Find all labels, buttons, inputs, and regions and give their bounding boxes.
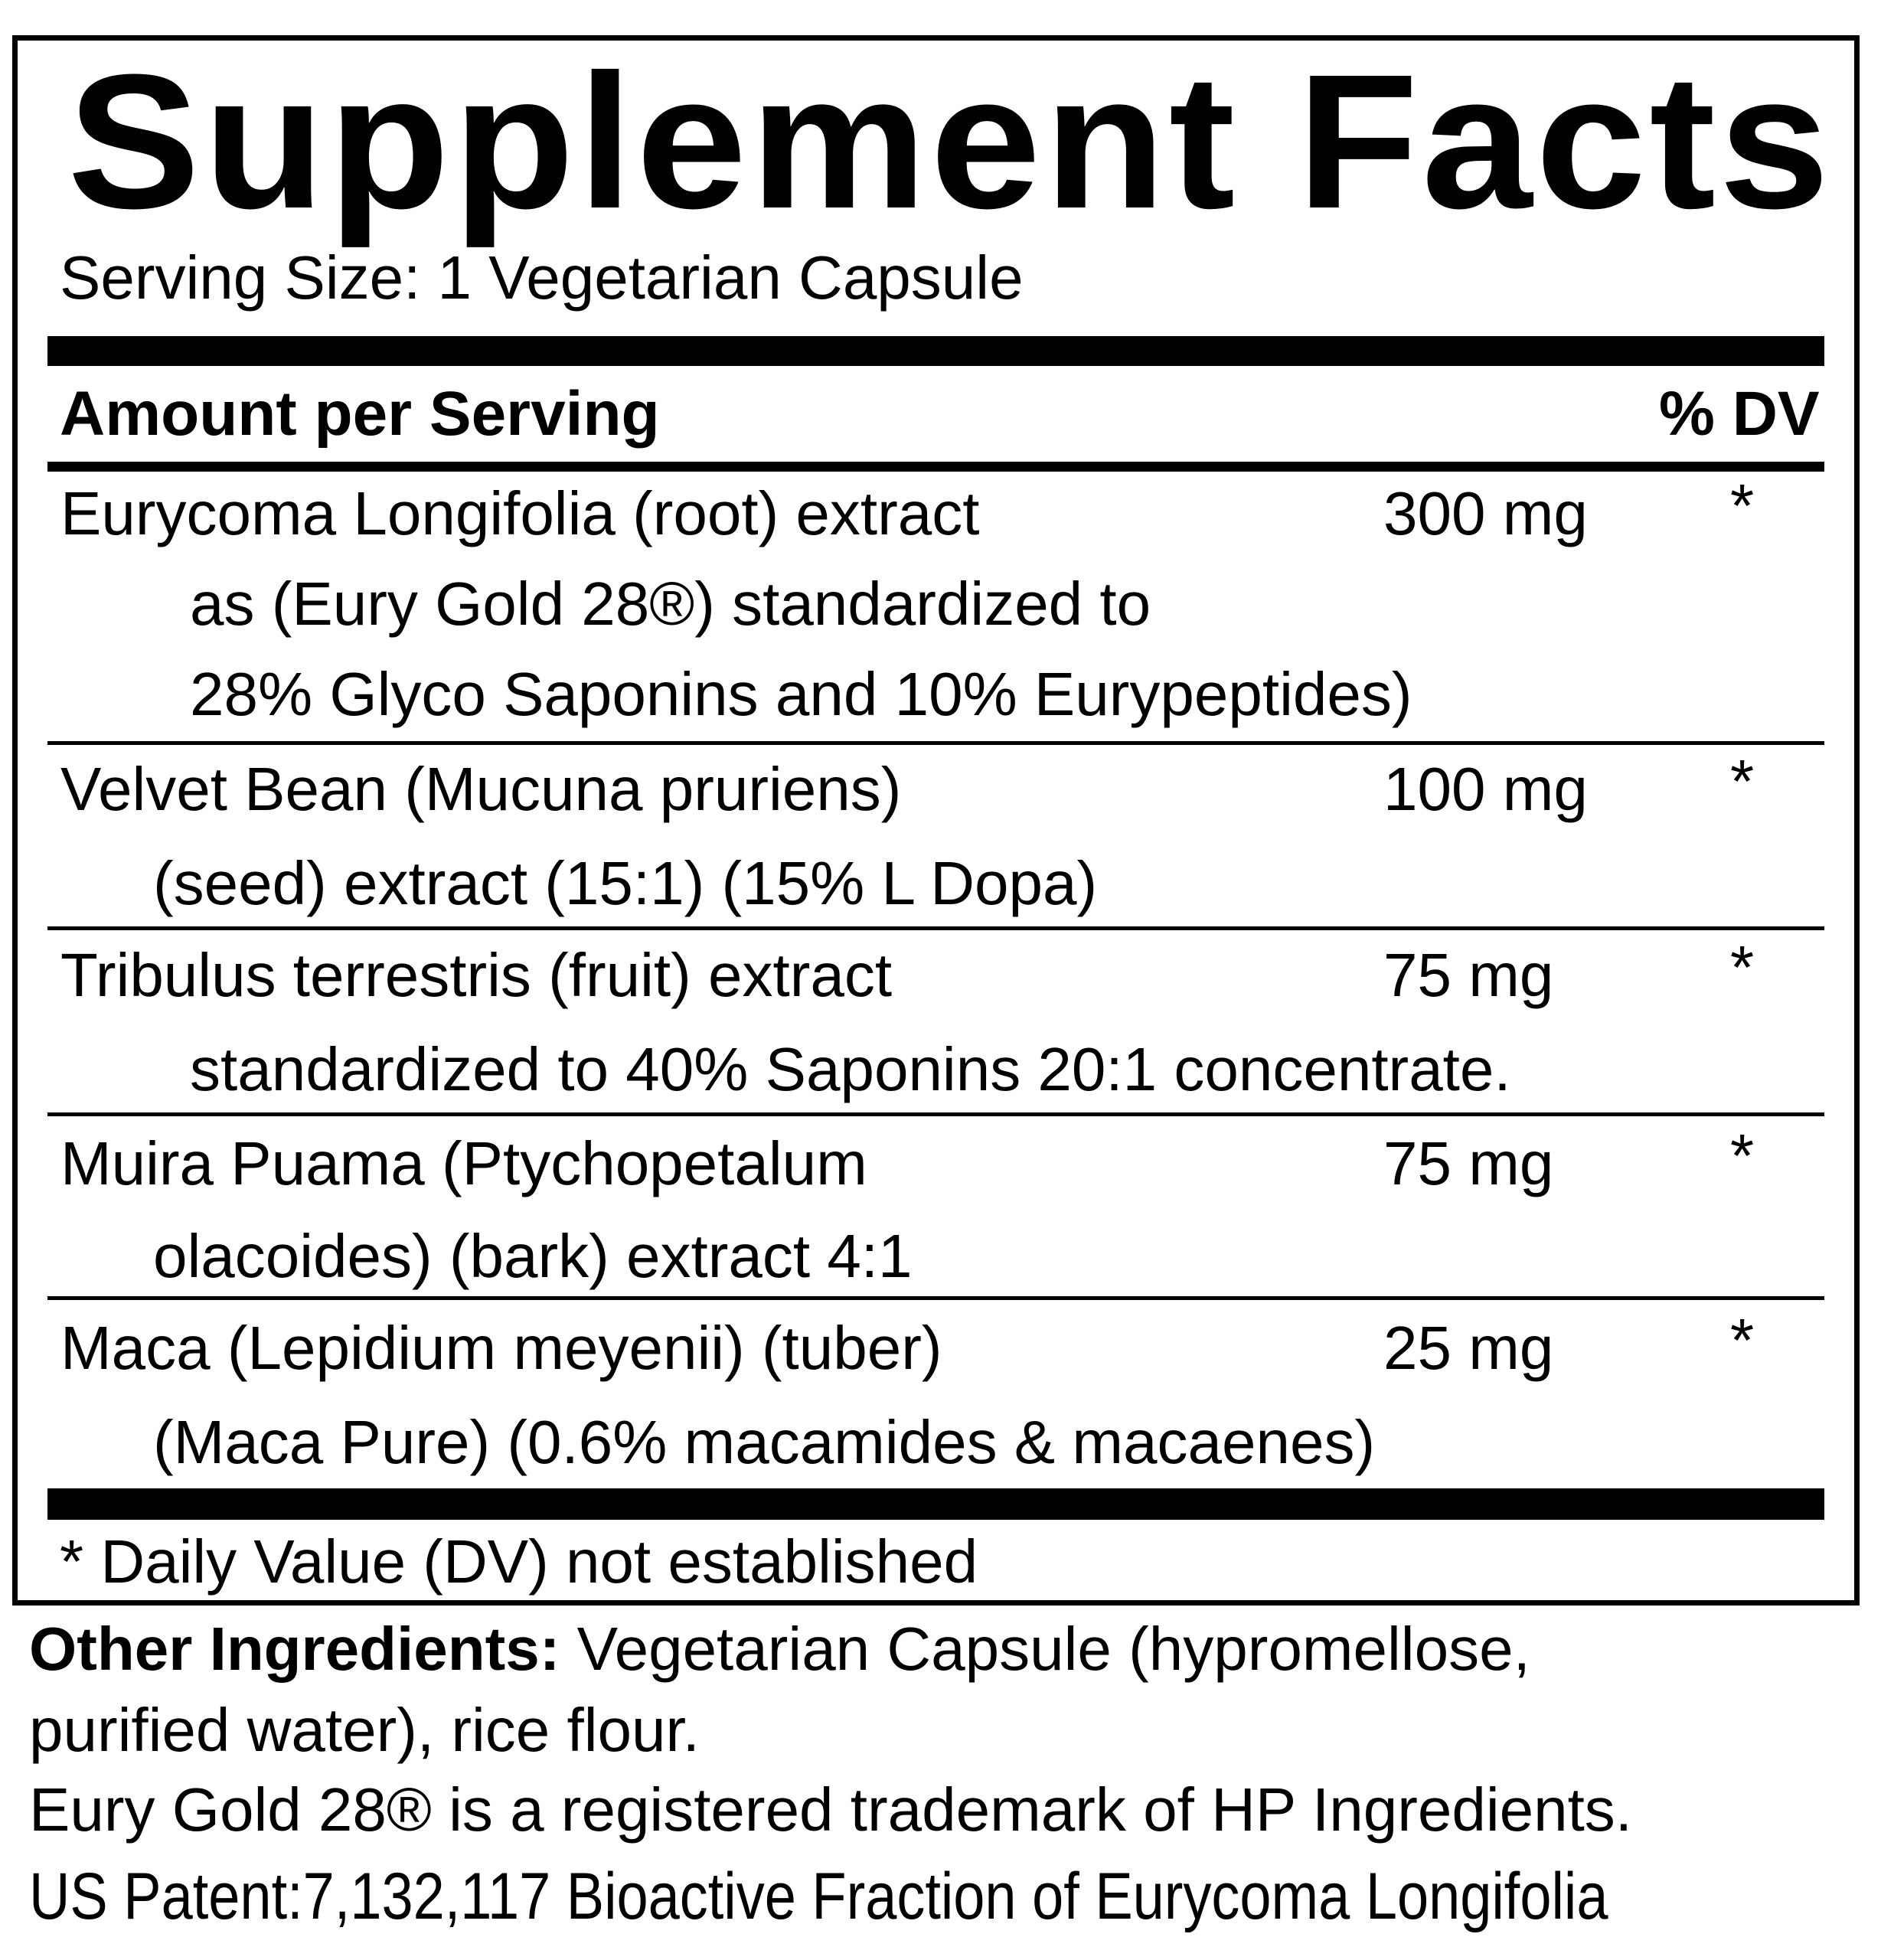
ingredient-detail: olacoides) (bark) extract 4:1 <box>153 1222 913 1290</box>
dv-header: % DV <box>1659 379 1820 449</box>
dv-footnote: * Daily Value (DV) not established <box>60 1527 978 1596</box>
ingredient-dv: * <box>1730 1306 1755 1374</box>
ingredient-detail: (Maca Pure) (0.6% macamides & macaenes) <box>153 1408 1376 1476</box>
thick-divider <box>47 1488 1824 1520</box>
thin-divider <box>47 1296 1824 1300</box>
ingredient-detail: (seed) extract (15:1) (15% L Dopa) <box>153 849 1098 917</box>
amount-per-serving-header: Amount per Serving <box>60 379 660 449</box>
ingredient-row: Tribulus terrestris (fruit) extract stan… <box>47 930 1824 1114</box>
ingredient-amount: 25 mg <box>1383 1314 1554 1382</box>
other-ingredients: Other Ingredients: Vegetarian Capsule (h… <box>29 1611 1530 1687</box>
ingredient-amount: 300 mg <box>1383 479 1588 547</box>
trademark-notice: Eury Gold 28® is a registered trademark … <box>29 1775 1633 1844</box>
ingredient-row: Muira Puama (Ptychopetalum olacoides) (b… <box>47 1116 1824 1298</box>
other-ingredients-cont: purified water), rice flour. <box>29 1696 700 1764</box>
ingredient-row: Maca (Lepidium meyenii) (tuber) (Maca Pu… <box>47 1300 1824 1488</box>
ingredient-name: Velvet Bean (Mucuna pruriens) <box>60 755 902 823</box>
ingredient-dv: * <box>1730 747 1755 815</box>
ingredient-dv: * <box>1730 1122 1755 1190</box>
serving-size: Serving Size: 1 Vegetarian Capsule <box>60 243 1024 312</box>
patent-notice: US Patent:7,132,117 Bioactive Fraction o… <box>29 1860 1608 1933</box>
medium-divider <box>47 462 1824 472</box>
ingredient-amount: 75 mg <box>1383 941 1554 1009</box>
supplement-facts-panel <box>12 35 1860 1606</box>
ingredient-dv: * <box>1730 933 1755 1001</box>
panel-title: Supplement Facts <box>67 34 1833 248</box>
ingredient-detail: 28% Glyco Saponins and 10% Eurypeptides) <box>190 660 1412 728</box>
ingredient-name: Eurycoma Longifolia (root) extract <box>60 479 980 547</box>
ingredient-row: Velvet Bean (Mucuna pruriens) (seed) ext… <box>47 745 1824 928</box>
thin-divider <box>47 1112 1824 1116</box>
ingredient-amount: 75 mg <box>1383 1129 1554 1197</box>
ingredient-name: Maca (Lepidium meyenii) (tuber) <box>60 1314 942 1382</box>
other-ingredients-label: Other Ingredients: <box>29 1615 560 1683</box>
ingredient-row: Eurycoma Longifolia (root) extract as (E… <box>47 472 1824 743</box>
ingredient-amount: 100 mg <box>1383 755 1588 823</box>
ingredient-dv: * <box>1730 472 1755 540</box>
thick-divider <box>47 336 1824 366</box>
other-ingredients-text: Vegetarian Capsule (hypromellose, <box>560 1615 1530 1683</box>
ingredient-name: Muira Puama (Ptychopetalum <box>60 1129 867 1197</box>
ingredient-name: Tribulus terrestris (fruit) extract <box>60 941 893 1009</box>
thin-divider <box>47 741 1824 745</box>
ingredient-detail: standardized to 40% Saponins 20:1 concen… <box>190 1035 1511 1103</box>
ingredient-detail: as (Eury Gold 28®) standardized to <box>190 570 1151 638</box>
thin-divider <box>47 926 1824 930</box>
